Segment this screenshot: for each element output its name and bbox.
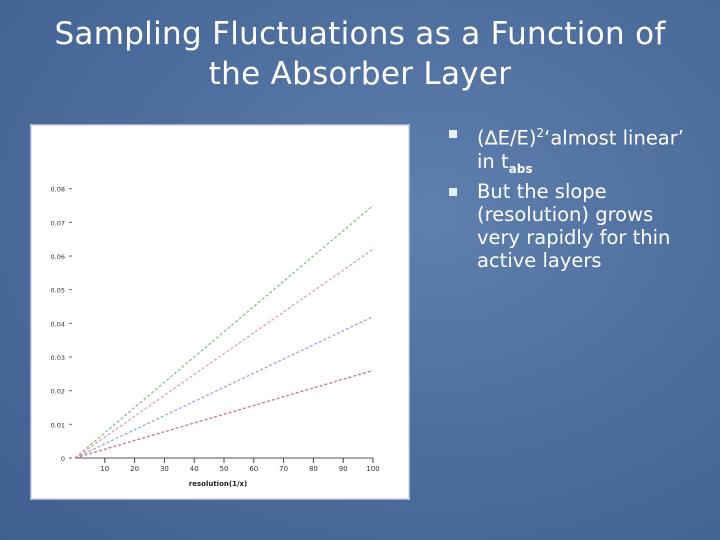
bullet-2-text: But the slope (resolution) grows very ra…	[477, 180, 671, 273]
bullet-1-text-b: ‘almost linear’ in t	[477, 126, 684, 173]
chart-series	[74, 205, 374, 459]
slide-title: Sampling Fluctuations as a Function of t…	[54, 16, 666, 92]
bullet-1-subscript: abs	[508, 161, 533, 176]
series-line-4	[74, 369, 374, 459]
y-tick-label: 0.02	[51, 388, 65, 396]
bullet-item-2: But the slope (resolution) grows very ra…	[448, 180, 698, 272]
series-line-1	[74, 205, 374, 459]
series-line-3	[74, 316, 374, 459]
bullet-1-text-a: (∆E/E)	[477, 126, 537, 150]
x-tick-label: 70	[279, 465, 288, 473]
y-tick-label: 0.07	[51, 219, 65, 227]
x-tick-label: 50	[220, 465, 229, 473]
y-tick-label: 0.05	[51, 287, 65, 295]
bullet-list: (∆E/E)2‘almost linear’ in tabs But the s…	[448, 122, 698, 272]
chart-figure: 0 0.01 0.02 0.03 0.04 0.05 0.06 0.07 0.08 10 20 30 4…	[30, 124, 410, 500]
series-line-2	[74, 248, 374, 459]
x-tick-label: 40	[190, 465, 199, 473]
x-tick-label: 10	[100, 465, 109, 473]
bullet-square-icon	[449, 188, 457, 197]
x-axis-label: resolution(1/x)	[189, 480, 247, 488]
line-chart: 0 0.01 0.02 0.03 0.04 0.05 0.06 0.07 0.08 10 20 30 4…	[51, 186, 380, 488]
bullet-square-icon	[449, 130, 457, 138]
y-tick-label: 0.01	[51, 421, 65, 429]
y-tick-label: 0.03	[51, 354, 65, 362]
x-tick-label: 60	[249, 465, 258, 473]
x-tick-label: 90	[339, 465, 348, 473]
x-tick-label: 100	[366, 465, 379, 473]
x-tick-label: 80	[309, 465, 318, 473]
y-tick-label: 0.08	[51, 186, 65, 194]
x-tick-label: 20	[130, 465, 139, 473]
y-tick-label: 0.04	[51, 320, 65, 328]
y-tick-label: 0.06	[51, 253, 65, 261]
bullet-1-superscript: 2	[536, 126, 545, 140]
x-tick-label: 30	[160, 465, 169, 473]
y-tick-label: 0	[61, 455, 65, 463]
chart-axes: 0 0.01 0.02 0.03 0.04 0.05 0.06 0.07 0.08 10 20 30 4…	[51, 186, 380, 488]
bullet-item-1: (∆E/E)2‘almost linear’ in tabs	[448, 122, 698, 180]
